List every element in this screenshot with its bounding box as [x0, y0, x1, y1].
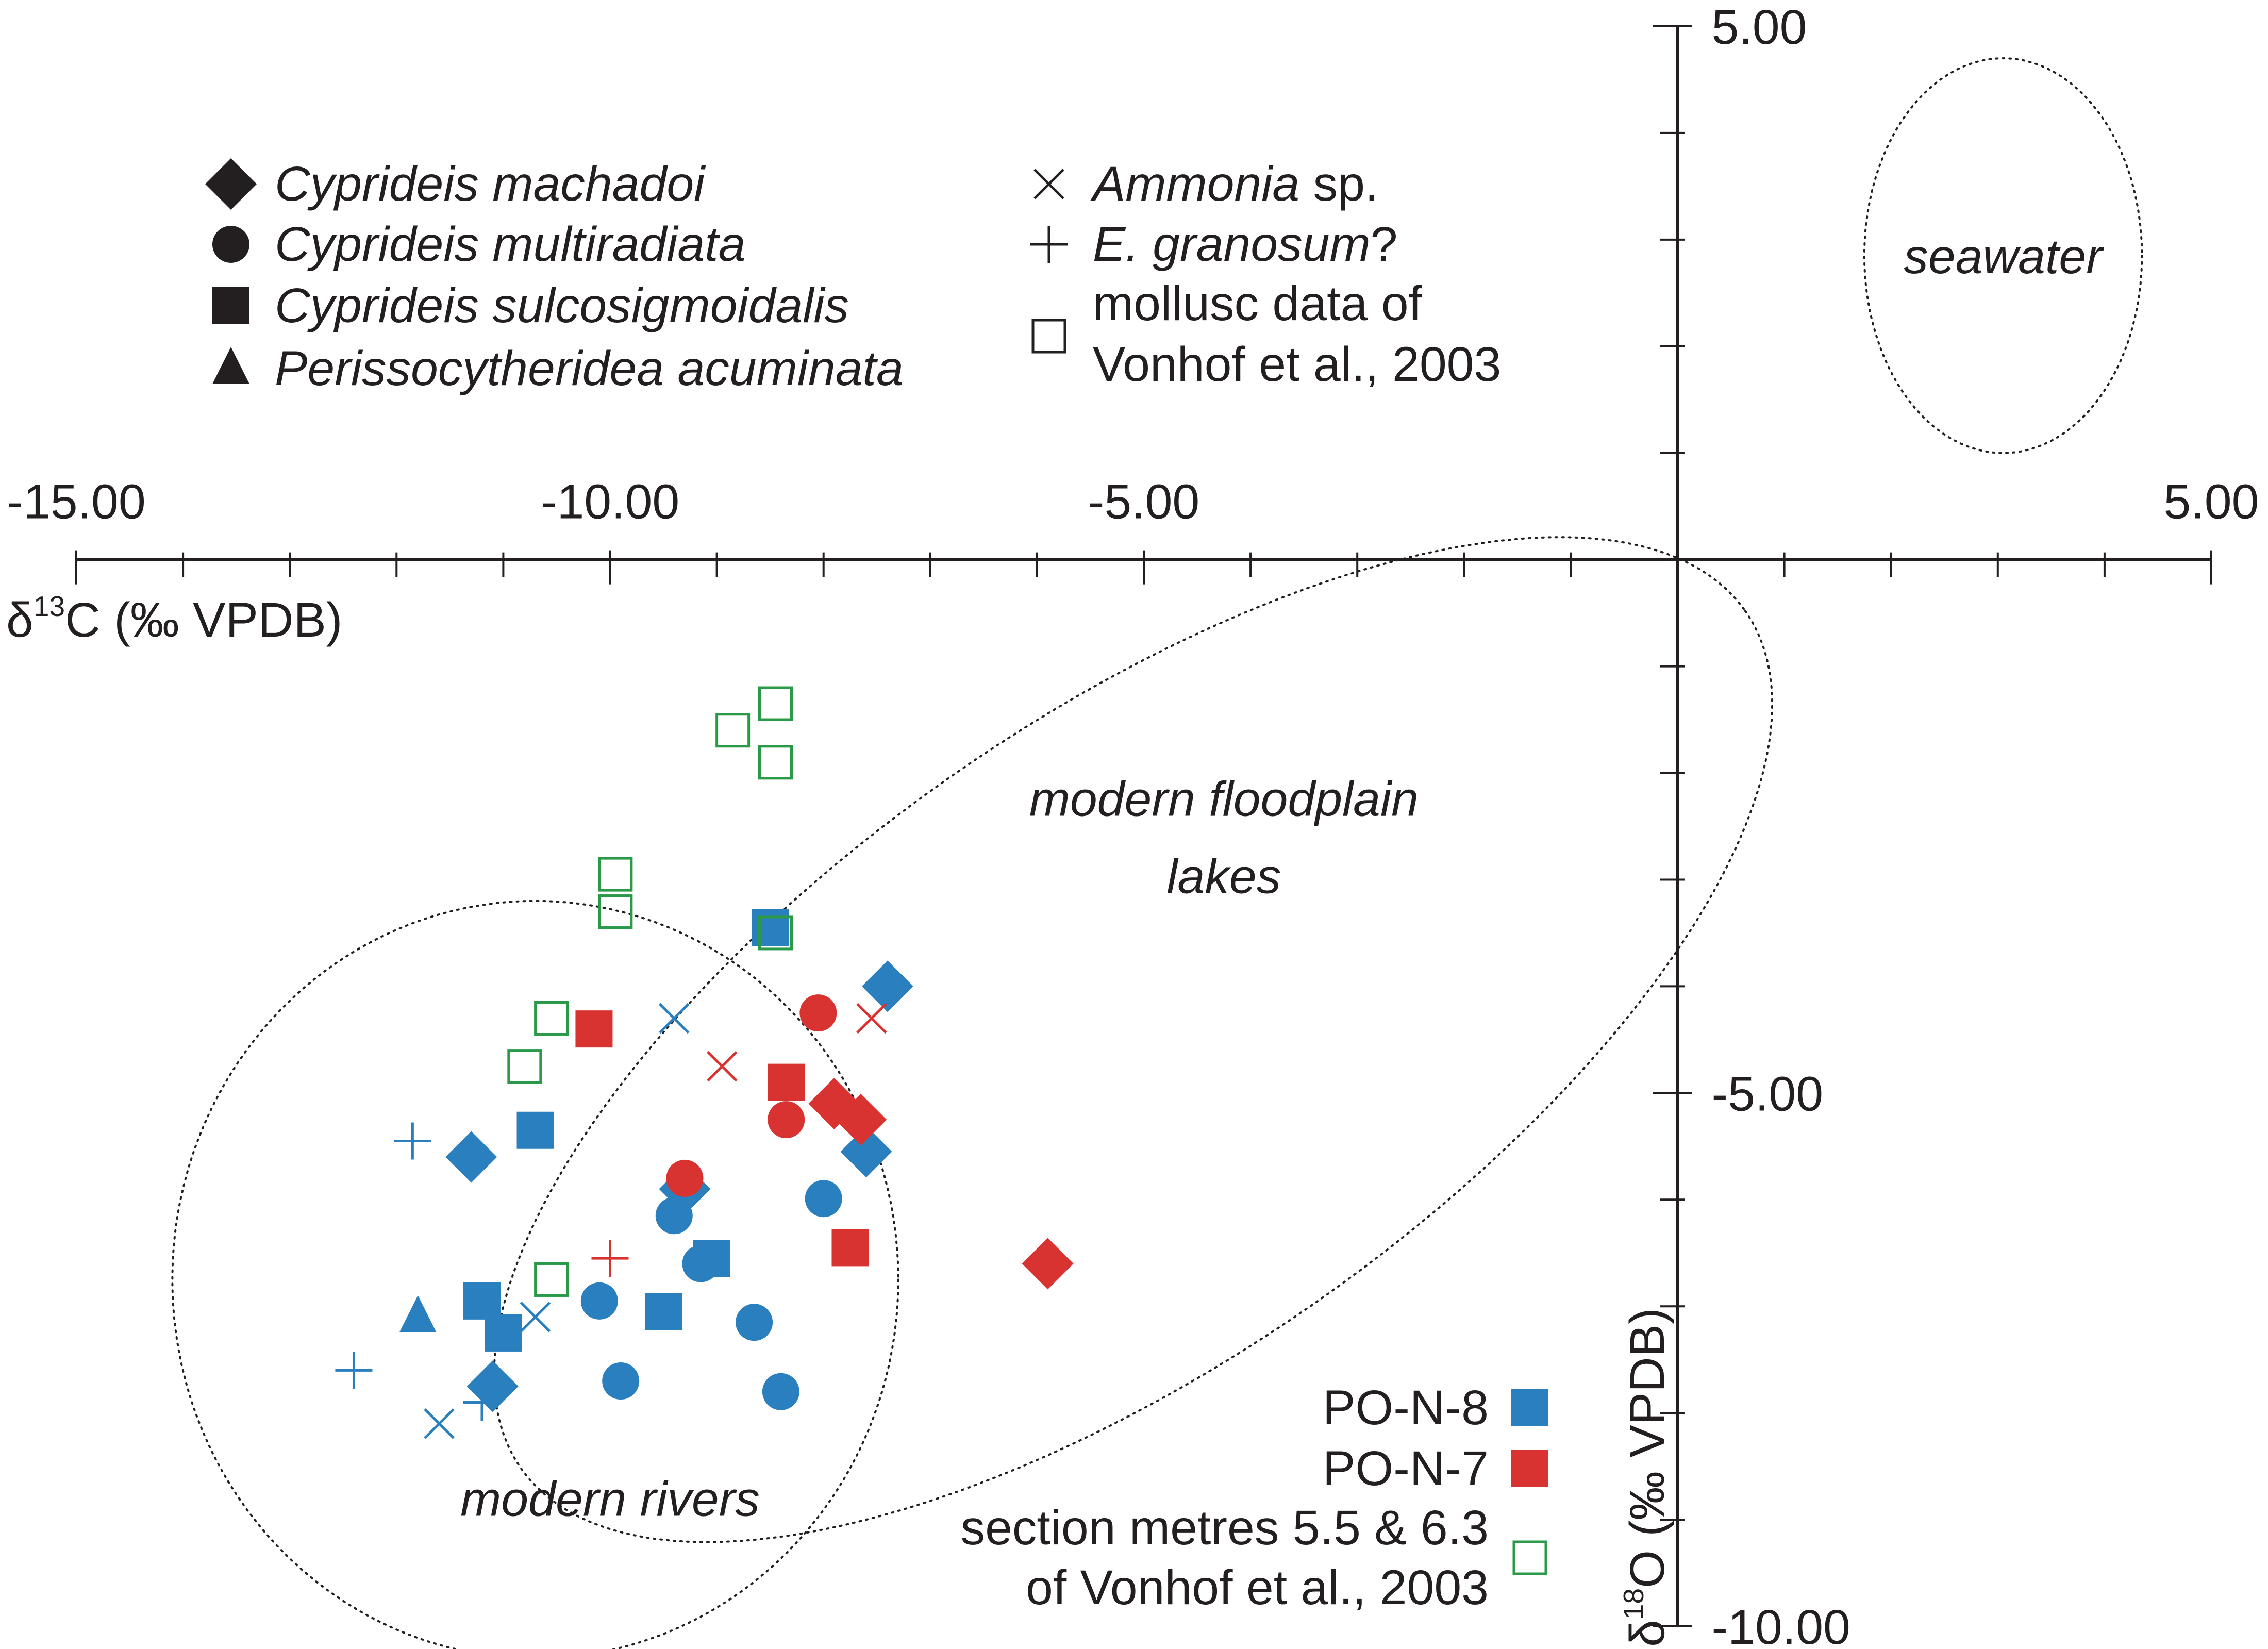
legend-triangle-label: Perissocytheridea acuminata: [275, 341, 904, 396]
point-vonhof-et-al-2003-open-square-5: [758, 915, 793, 951]
legend-source-po-n-8-label: PO-N-8: [1323, 1380, 1489, 1435]
point-po-n-8-diamond-4: [466, 1360, 519, 1412]
point-po-n-7-square-6: [575, 1010, 613, 1048]
legend-source-po-n-7-marker: [1511, 1450, 1548, 1487]
point-po-n-8-circle-5: [805, 1180, 842, 1218]
point-po-n-7-square-8: [831, 1229, 869, 1267]
legend-source-vonhof-et-al-2003-label: section metres 5.5 & 6.3: [961, 1501, 1489, 1555]
legend-source-po-n-8-marker: [1511, 1389, 1548, 1426]
legend-diamond-marker: [205, 158, 257, 210]
point-po-n-8-plus-24: [463, 1384, 501, 1421]
point-vonhof-et-al-2003-open-square-6: [534, 1001, 569, 1036]
point-vonhof-et-al-2003-open-square-2: [758, 745, 793, 780]
point-po-n-8-square-13: [516, 1111, 554, 1149]
legend-x-marker: [1033, 169, 1064, 199]
region-seawater-label: seawater: [1904, 229, 2104, 284]
point-po-n-7-x-10: [707, 1051, 738, 1082]
y-tick-label: -5.00: [1712, 1067, 1824, 1121]
point-po-n-7-square-7: [768, 1063, 805, 1101]
y-tick-label: -10.00: [1712, 1600, 1850, 1649]
point-po-n-8-square-17: [485, 1314, 522, 1352]
legend-source-vonhof-et-al-2003-marker: [1512, 1540, 1547, 1575]
point-po-n-8-diamond-1: [840, 1126, 892, 1178]
x-tick-label: -10.00: [541, 475, 679, 529]
point-po-n-8-circle-8: [580, 1282, 618, 1320]
legend-x-label: Ammonia sp.: [1090, 157, 1378, 211]
point-po-n-8-square-12: [752, 909, 789, 946]
point-po-n-7-x-9: [856, 1003, 887, 1034]
legend-source-po-n-7-label: PO-N-7: [1323, 1441, 1489, 1496]
x-tick-label: -5.00: [1088, 475, 1200, 529]
x-tick-label: 5.00: [2164, 475, 2259, 529]
point-po-n-8-square-15: [463, 1282, 501, 1320]
y-tick-label: 5.00: [1712, 0, 1807, 55]
point-po-n-8-plus-23: [335, 1352, 373, 1389]
legend-source-vonhof-et-al-2003-label: of Vonhof et al., 2003: [1026, 1560, 1489, 1615]
region-modern-floodplain-lakes-label: lakes: [1166, 850, 1281, 904]
point-po-n-8-x-21: [424, 1408, 455, 1439]
point-po-n-7-diamond-1: [835, 1094, 887, 1146]
legend-square-label: Cyprideis sulcosigmoidalis: [275, 278, 849, 333]
point-po-n-8-circle-9: [736, 1304, 773, 1341]
y-axis-title: δ18O (‰ VPDB): [1617, 1308, 1675, 1647]
region-modern-rivers-ellipse: [171, 900, 899, 1649]
legend-triangle-marker: [212, 347, 249, 384]
point-po-n-8-triangle-18: [399, 1295, 437, 1332]
legend-open-square-label: mollusc data of: [1093, 276, 1423, 331]
region-modern-rivers-label: modern rivers: [460, 1472, 760, 1527]
point-po-n-7-circle-4: [768, 1101, 805, 1139]
point-po-n-7-diamond-2: [1022, 1238, 1074, 1290]
point-vonhof-et-al-2003-open-square-4: [598, 894, 633, 929]
point-po-n-8-diamond-0: [861, 960, 913, 1012]
point-po-n-8-circle-10: [602, 1362, 640, 1400]
legend-open-square-label-line2: Vonhof et al., 2003: [1093, 337, 1501, 392]
legend-open-square-marker: [1031, 319, 1066, 354]
point-vonhof-et-al-2003-open-square-7: [507, 1049, 542, 1084]
region-seawater-ellipse: [1863, 57, 2143, 454]
point-po-n-8-x-20: [520, 1302, 551, 1332]
legend-plus-marker: [1030, 226, 1068, 263]
point-po-n-8-circle-6: [655, 1197, 693, 1235]
legend-square-marker: [212, 287, 249, 324]
point-vonhof-et-al-2003-open-square-0: [758, 686, 793, 721]
point-po-n-8-x-19: [658, 1003, 690, 1034]
point-po-n-8-circle-11: [762, 1373, 799, 1410]
point-po-n-7-plus-11: [591, 1240, 629, 1277]
region-modern-floodplain-lakes-label: modern floodplain: [1029, 772, 1419, 827]
x-axis-title: δ13C (‰ VPDB): [6, 590, 342, 647]
point-vonhof-et-al-2003-open-square-3: [598, 857, 633, 892]
point-po-n-8-diamond-2: [445, 1131, 497, 1183]
legend-circle-marker: [212, 226, 249, 263]
legend-diamond-label: Cyprideis machadoi: [275, 157, 706, 211]
region-modern-floodplain-lakes-ellipse: [493, 536, 1774, 1543]
point-po-n-7-circle-5: [666, 1159, 704, 1197]
point-po-n-8-square-14: [693, 1240, 730, 1277]
point-vonhof-et-al-2003-open-square-1: [715, 713, 751, 748]
legend-circle-label: Cyprideis multiradiata: [275, 217, 745, 272]
point-po-n-8-square-16: [645, 1293, 682, 1330]
x-tick-label: -15.00: [7, 475, 145, 529]
point-po-n-8-plus-22: [394, 1122, 431, 1160]
point-po-n-7-circle-3: [799, 994, 837, 1032]
point-vonhof-et-al-2003-open-square-8: [534, 1262, 569, 1297]
legend-plus-label: E. granosum?: [1093, 217, 1397, 272]
